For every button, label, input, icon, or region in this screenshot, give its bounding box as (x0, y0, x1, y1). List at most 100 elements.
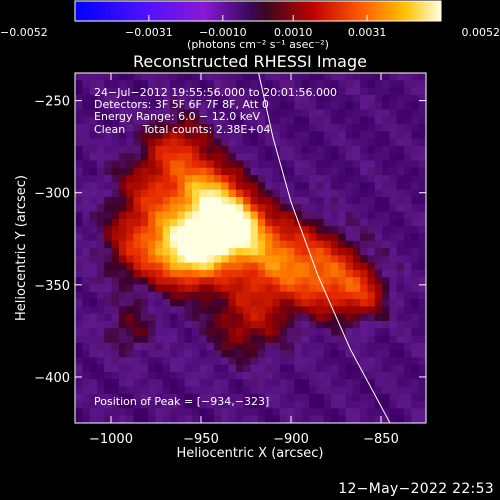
heatmap-cell (360, 196, 369, 205)
heatmap-cell (279, 328, 288, 337)
heatmap-cell (367, 145, 376, 154)
heatmap-cell (396, 73, 405, 81)
heatmap-cell (126, 408, 135, 417)
heatmap-cell (199, 248, 208, 256)
heatmap-cell (338, 415, 347, 423)
heatmap-cell (367, 306, 376, 315)
heatmap-cell (162, 299, 171, 307)
heatmap-cell (404, 342, 412, 351)
y-tick-label: −350 (34, 279, 70, 294)
heatmap-cell (382, 342, 391, 351)
heatmap-cell (184, 87, 193, 96)
heatmap-cell (418, 138, 426, 147)
heatmap-cell (206, 401, 215, 410)
heatmap-cell (294, 233, 303, 242)
heatmap-cell (272, 357, 281, 366)
heatmap-cell (96, 328, 105, 337)
heatmap-cell (213, 80, 222, 89)
heatmap-cell (199, 218, 208, 227)
heatmap-cell (389, 109, 398, 118)
heatmap-cell (287, 306, 295, 315)
heatmap-cell (192, 313, 200, 322)
heatmap-cell (418, 153, 426, 162)
heatmap-cell (199, 226, 208, 235)
heatmap-cell (279, 335, 288, 344)
heatmap-cell (389, 255, 398, 264)
heatmap-cell (301, 393, 310, 402)
heatmap-cell (389, 386, 398, 395)
heatmap-cell (228, 175, 237, 183)
heatmap-cell (184, 335, 193, 344)
heatmap-cell (367, 94, 376, 103)
heatmap-cell (221, 211, 230, 220)
heatmap-cell (126, 255, 135, 264)
heatmap-cell (213, 255, 222, 264)
heatmap-cell (82, 175, 91, 183)
heatmap-cell (279, 248, 288, 256)
heatmap-cell (213, 131, 222, 140)
heatmap-cell (199, 80, 208, 89)
heatmap-cell (301, 320, 310, 329)
heatmap-cell (221, 277, 230, 286)
heatmap-cell (89, 80, 98, 89)
heatmap-cell (360, 357, 369, 366)
heatmap-cell (404, 80, 412, 89)
heatmap-cell (250, 269, 259, 278)
heatmap-cell (75, 269, 83, 278)
heatmap-cell (104, 138, 113, 147)
heatmap-cell (250, 182, 259, 191)
heatmap-cell (206, 73, 215, 81)
heatmap-cell (316, 386, 325, 395)
heatmap-cell (221, 189, 230, 198)
heatmap-cell (75, 204, 83, 213)
heatmap-cell (301, 196, 310, 205)
heatmap-cell (228, 80, 237, 89)
heatmap-cell (309, 167, 317, 176)
heatmap-cell (170, 255, 178, 264)
heatmap-cell (170, 131, 178, 140)
heatmap-cell (360, 204, 369, 213)
heatmap-cell (382, 320, 391, 329)
heatmap-cell (199, 189, 208, 198)
heatmap-cell (243, 415, 252, 423)
heatmap-cell (418, 262, 426, 271)
heatmap-cell (374, 153, 383, 162)
heatmap-cell (272, 299, 281, 307)
heatmap-cell (411, 269, 420, 278)
heatmap-cell (213, 408, 222, 417)
heatmap-cell (367, 182, 376, 191)
heatmap-cell (330, 211, 339, 220)
heatmap-cell (294, 255, 303, 264)
heatmap-cell (235, 109, 244, 118)
heatmap-cell (338, 313, 347, 322)
heatmap-cell (213, 182, 222, 191)
heatmap-cell (170, 80, 178, 89)
heatmap-cell (330, 371, 339, 380)
heatmap-cell (118, 175, 127, 183)
heatmap-cell (104, 196, 113, 205)
heatmap-cell (199, 408, 208, 417)
heatmap-cell (184, 109, 193, 118)
heatmap-cell (265, 269, 274, 278)
heatmap-cell (287, 218, 295, 227)
heatmap-cell (82, 255, 91, 264)
heatmap-cell (118, 335, 127, 344)
heatmap-cell (192, 328, 200, 337)
heatmap-cell (367, 218, 376, 227)
heatmap-cell (345, 401, 354, 410)
heatmap-cell (140, 240, 149, 249)
heatmap-cell (148, 87, 157, 96)
heatmap-cell (199, 269, 208, 278)
heatmap-cell (287, 335, 295, 344)
heatmap-cell (287, 87, 295, 96)
heatmap-cell (309, 87, 317, 96)
heatmap-cell (396, 80, 405, 89)
heatmap-cell (316, 320, 325, 329)
heatmap-cell (170, 94, 178, 103)
heatmap-cell (213, 277, 222, 286)
heatmap-cell (265, 401, 274, 410)
heatmap-cell (374, 167, 383, 176)
heatmap-cell (250, 335, 259, 344)
heatmap-cell (265, 342, 274, 351)
heatmap-cell (89, 357, 98, 366)
